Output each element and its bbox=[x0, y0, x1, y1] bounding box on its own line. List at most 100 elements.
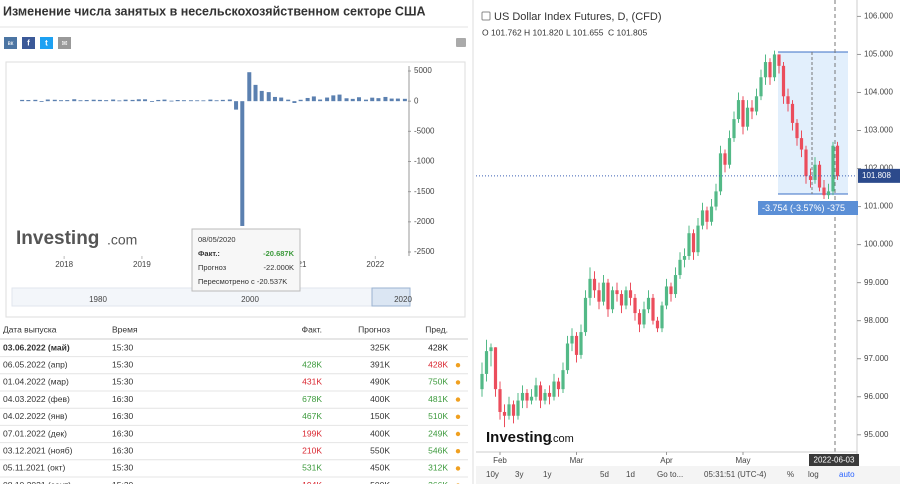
candle-body bbox=[745, 107, 750, 127]
range-button[interactable]: 5d bbox=[600, 470, 609, 479]
print-button[interactable] bbox=[456, 38, 466, 47]
y-tick-label: 103.000 bbox=[864, 126, 893, 135]
x-tick-label: 2022 bbox=[366, 260, 384, 269]
candle-body bbox=[592, 278, 597, 291]
candle-body bbox=[642, 309, 646, 325]
bar bbox=[188, 100, 193, 102]
candle-body bbox=[570, 335, 574, 344]
cell-prev: 510K bbox=[428, 411, 448, 421]
cell-date: 01.04.2022 (мар) bbox=[3, 377, 69, 387]
tooltip: 08/05/2020 Факт.: -20.687K Прогноз -22.0… bbox=[191, 228, 301, 292]
bar bbox=[175, 100, 180, 102]
bar bbox=[383, 96, 388, 102]
candle-body bbox=[700, 210, 705, 226]
candle-body bbox=[579, 332, 583, 355]
range-button[interactable]: 1d bbox=[626, 470, 635, 479]
cell-date: 04.02.2022 (янв) bbox=[3, 411, 68, 421]
candle-body bbox=[705, 210, 709, 222]
revision-dot bbox=[455, 380, 461, 385]
candle-body bbox=[714, 191, 718, 207]
date-label: 2022-06-03 bbox=[814, 456, 855, 465]
cell-prev: 312K bbox=[428, 463, 448, 473]
ohlc: C 101.805 bbox=[608, 27, 647, 37]
mail-button[interactable] bbox=[58, 37, 71, 49]
candle-body bbox=[835, 145, 840, 177]
bar bbox=[39, 101, 44, 102]
tooltip-value: -22.000K bbox=[264, 263, 294, 272]
candle-body bbox=[795, 122, 799, 139]
cell-prev: 481K bbox=[428, 394, 448, 404]
cell-forecast: 325K bbox=[370, 342, 390, 352]
y-tick-label: -2000 bbox=[414, 217, 435, 226]
candle-body bbox=[709, 206, 714, 222]
cell-date: 03.12.2021 (нояб) bbox=[3, 445, 73, 455]
share-label: вк bbox=[8, 41, 14, 47]
range-button[interactable]: 3y bbox=[515, 470, 523, 479]
bar bbox=[162, 99, 167, 102]
x-tick-label: May bbox=[735, 456, 750, 465]
bar bbox=[78, 100, 83, 102]
candle-body bbox=[786, 96, 790, 104]
candle-body bbox=[520, 392, 525, 401]
bar bbox=[253, 84, 258, 102]
column-header: Пред. bbox=[425, 324, 448, 334]
candle-body bbox=[493, 347, 498, 390]
vk-button[interactable] bbox=[4, 37, 17, 49]
bar bbox=[214, 100, 219, 102]
bar bbox=[292, 101, 297, 103]
candle-body bbox=[732, 119, 736, 139]
y-tick-label: -1500 bbox=[414, 187, 435, 196]
cell-forecast: 500K bbox=[370, 480, 390, 484]
y-tick-label: 0 bbox=[414, 96, 419, 105]
candle-body bbox=[529, 396, 534, 401]
candle-body bbox=[651, 297, 655, 321]
range-button[interactable]: Go to... bbox=[657, 470, 683, 479]
bar bbox=[234, 101, 239, 110]
cell-fact: 194K bbox=[302, 480, 322, 484]
candle-body bbox=[754, 96, 759, 112]
right-header: US Dollar Index Futures, D, (CFD) O 101.… bbox=[481, 11, 661, 37]
candle-body bbox=[511, 404, 516, 416]
bar bbox=[286, 99, 291, 102]
scale-option[interactable]: log bbox=[808, 470, 819, 479]
bar bbox=[305, 97, 310, 102]
scale-option[interactable]: % bbox=[787, 470, 794, 479]
cell-date: 08.10.2021 (сент) bbox=[3, 480, 71, 484]
candle-body bbox=[619, 294, 624, 306]
candle-body bbox=[817, 164, 822, 188]
share-buttons: вк f t ✉ bbox=[4, 37, 466, 49]
page-title: Изменение числа занятых в несельскохозяй… bbox=[3, 4, 426, 18]
bar bbox=[402, 98, 407, 102]
bar bbox=[111, 99, 116, 102]
bar bbox=[259, 90, 264, 102]
candle-body bbox=[574, 335, 579, 355]
candle-body bbox=[660, 305, 664, 329]
range-button[interactable]: 1y bbox=[543, 470, 551, 479]
watermark: Investing bbox=[16, 228, 99, 249]
bar bbox=[143, 99, 148, 102]
tooltip-date: 08/05/2020 bbox=[198, 235, 236, 244]
range-button[interactable]: 10y bbox=[486, 470, 499, 479]
cell-fact: 531K bbox=[302, 463, 322, 473]
tw-button[interactable] bbox=[40, 37, 53, 49]
symbol-title: US Dollar Index Futures, D, (CFD) bbox=[494, 11, 661, 23]
candle-body bbox=[646, 297, 651, 310]
cell-forecast: 490K bbox=[370, 377, 390, 387]
cell-time: 15:30 bbox=[112, 463, 134, 473]
fb-button[interactable] bbox=[22, 37, 35, 49]
bar bbox=[389, 98, 394, 102]
candle-body bbox=[538, 385, 543, 401]
y-tick-label: -2500 bbox=[414, 247, 435, 256]
scale-option[interactable]: auto bbox=[839, 470, 855, 479]
candle-body bbox=[583, 297, 588, 333]
x-tick-label: Mar bbox=[570, 456, 584, 465]
candle-body bbox=[750, 107, 754, 112]
bar bbox=[279, 97, 284, 102]
revision-dot bbox=[455, 363, 461, 368]
share-label: t bbox=[45, 39, 48, 48]
cell-prev: 428K bbox=[428, 359, 448, 369]
cell-date: 03.06.2022 (май) bbox=[3, 342, 70, 352]
candle-body bbox=[502, 411, 507, 416]
